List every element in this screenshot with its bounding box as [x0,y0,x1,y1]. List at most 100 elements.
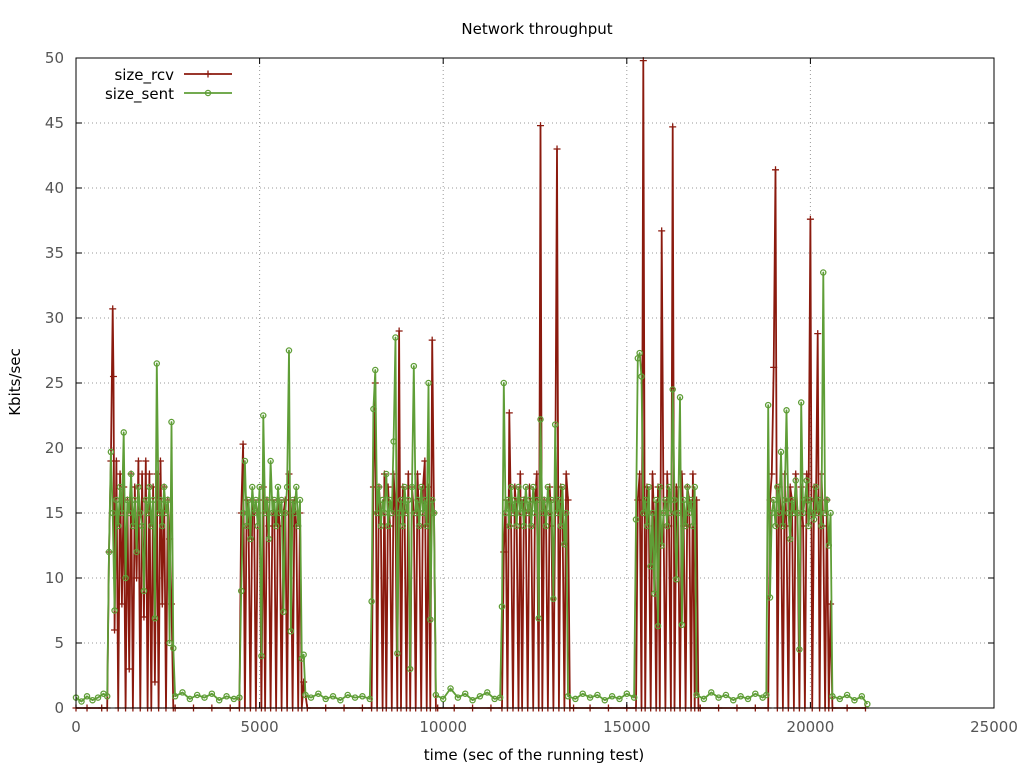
data-point-size-rcv [553,145,561,153]
data-point-size-sent [129,522,137,530]
data-point-size-sent [805,522,812,530]
legend: size_rcv size_sent [86,64,248,106]
data-point-size-sent [263,496,271,504]
data-point-size-sent [131,496,139,504]
data-point-size-sent [652,496,660,504]
data-point-size-sent [322,695,329,703]
data-point-size-sent [559,483,566,491]
data-point-size-sent [243,522,250,530]
data-point-size-sent [137,509,144,517]
data-point-size-sent [421,496,429,504]
data-point-size-rcv [562,470,570,478]
data-point-size-sent [656,483,664,491]
data-point-size-sent [674,509,682,517]
data-point-size-sent [294,522,302,530]
y-tick-label: 15 [45,504,64,522]
series-line-size-rcv [76,59,866,709]
data-point-size-sent [375,483,383,491]
y-tick-label: 50 [45,49,64,67]
data-point-size-sent [366,695,374,703]
y-tick-label: 40 [45,179,64,197]
data-point-size-sent [752,690,759,697]
data-point-size-rcv [806,215,814,223]
data-point-size-sent [247,535,254,543]
data-point-size-rcv [537,122,545,130]
legend-swatches [184,70,232,97]
data-point-size-rcv [109,305,117,313]
grid [76,58,994,708]
data-point-size-sent [256,483,263,491]
data-point-size-sent [107,448,115,456]
data-point-size-sent [790,509,798,517]
data-point-size-sent [89,696,96,704]
series-line-size-sent [75,271,869,705]
data-point-size-sent [689,522,697,530]
data-point-size-sent [250,509,258,517]
data-point-size-sent [124,496,131,504]
data-point-size-sent [665,483,673,491]
data-point-size-sent [676,394,684,401]
data-point-size-sent [708,689,715,696]
data-point-size-sent [258,652,265,660]
data-point-size-sent [715,694,722,701]
data-point-size-sent [564,693,572,700]
data-point-size-sent [78,698,85,705]
data-point-size-sent [109,509,116,517]
data-point-size-sent [680,496,687,504]
data-point-size-sent [737,693,744,700]
data-point-size-sent [799,509,807,517]
data-point-size-rcv [770,363,778,371]
data-point-size-sent [496,694,504,701]
data-point-size-sent [502,509,509,517]
data-point-size-sent [526,496,533,504]
data-point-size-sent [397,496,405,504]
data-point-size-sent [410,362,418,370]
data-point-size-sent [641,496,649,504]
data-point-size-rcv [391,509,399,517]
series-size-rcv [72,57,869,712]
data-point-size-sent [133,548,140,556]
data-point-size-sent [241,457,249,465]
data-point-size-sent [283,483,291,491]
data-point-size-rcv [111,626,119,634]
data-point-size-sent [388,509,396,517]
data-point-size-rcv [109,373,117,380]
data-point-size-sent [608,693,616,700]
data-point-size-sent [522,483,530,491]
x-tick-label: 15000 [603,718,651,736]
data-point-size-rcv [138,470,146,478]
x-axis-label: time (sec of the running test) [424,746,645,764]
data-point-size-sent [428,496,436,504]
data-point-size-sent [392,334,399,341]
data-point-size-sent [864,700,871,708]
data-point-size-sent [149,496,157,504]
data-point-size-rcv [803,470,811,478]
data-point-size-sent [529,483,537,491]
data-point-size-sent [337,696,344,704]
data-point-size-sent [140,587,148,595]
data-point-size-sent [669,386,676,393]
data-point-size-sent [447,685,454,692]
data-point-size-sent [94,694,102,701]
data-point-size-rcv [112,457,120,465]
data-point-size-sent [315,690,322,697]
data-point-size-sent [803,477,810,484]
data-point-size-rcv [428,336,436,344]
data-point-size-sent [515,483,522,491]
data-point-size-sent [546,509,553,517]
y-tick-label: 20 [45,439,64,457]
data-point-size-rcv [505,409,513,417]
data-point-size-sent [630,694,638,701]
data-point-size-sent [555,496,563,504]
data-point-size-sent [520,522,528,530]
data-point-size-sent [260,412,267,419]
series-size-sent [72,269,871,708]
data-point-size-sent [671,496,678,504]
data-point-size-sent [114,522,122,530]
data-point-size-sent [645,483,653,491]
data-point-size-rcv [158,600,166,608]
data-point-size-sent [417,483,425,491]
data-point-size-sent [142,496,150,504]
data-point-size-sent [160,483,168,491]
